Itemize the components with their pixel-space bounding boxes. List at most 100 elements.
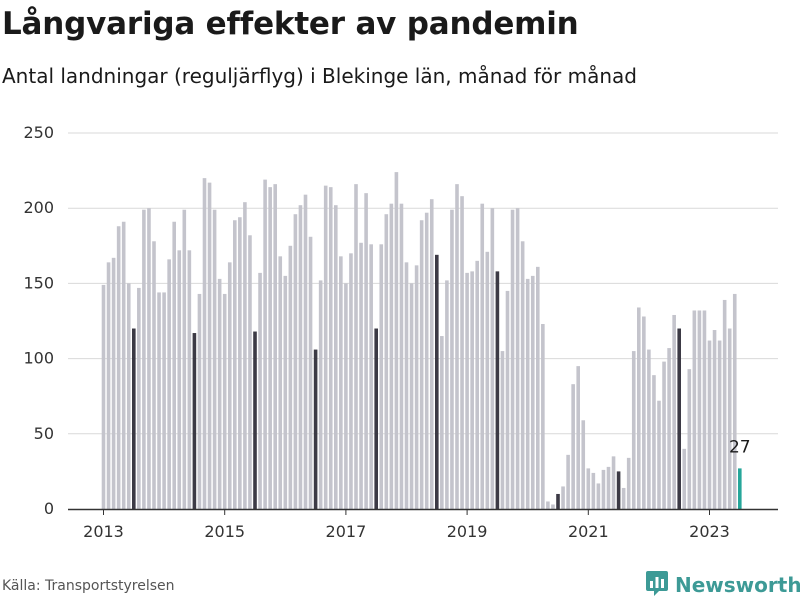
bar-2013-06 <box>126 283 131 509</box>
bar-2021-04 <box>601 469 606 509</box>
bar-2017-02 <box>349 253 353 509</box>
bar-2021-03 <box>596 483 601 509</box>
bars <box>101 172 742 510</box>
bar-2014-09 <box>202 178 207 509</box>
bar-2021-05 <box>606 466 611 509</box>
bar-2014-05 <box>182 209 187 510</box>
bar-2016-11 <box>334 205 338 509</box>
chart-title: Långvariga effekter av pandemin <box>2 6 579 42</box>
bar-2013-05 <box>121 221 126 509</box>
brand-logo[interactable]: Newsworthy <box>645 570 800 600</box>
bar-2015-01 <box>222 293 227 509</box>
bar-2022-03 <box>657 400 661 509</box>
x-tick-label: 2023 <box>689 522 730 541</box>
bar-2019-04 <box>480 203 485 510</box>
bar-2023-06 <box>732 293 737 509</box>
bar-2017-04 <box>359 242 363 510</box>
bar-2017-06 <box>369 244 373 509</box>
bar-2019-10 <box>510 209 515 510</box>
bar-2014-03 <box>172 221 176 509</box>
latest-value-label: 27 <box>729 437 751 457</box>
bar-2018-09 <box>445 280 449 509</box>
x-tick-label: 2015 <box>204 522 245 541</box>
bar-2022-06 <box>672 314 676 509</box>
bar-2019-02 <box>470 271 474 509</box>
bar-2019-03 <box>475 260 479 509</box>
bar-2022-05 <box>667 348 671 509</box>
bar-2014-08 <box>197 293 202 509</box>
bar-2016-04 <box>298 205 303 509</box>
bar-2016-10 <box>328 187 333 510</box>
y-tick-label: 150 <box>23 273 54 292</box>
bar-2023-01 <box>707 340 712 509</box>
bar-2017-12 <box>399 203 404 510</box>
bar-2020-06 <box>551 504 555 509</box>
bar-2013-11 <box>152 241 156 509</box>
bar-2016-09 <box>323 185 328 509</box>
newsworthy-logo-icon <box>645 569 669 601</box>
bar-2022-12 <box>702 310 707 509</box>
bar-2021-02 <box>591 472 596 509</box>
x-tick-label: 2013 <box>83 522 124 541</box>
bar-2019-06 <box>490 208 495 509</box>
bar-2017-10 <box>389 203 394 510</box>
bar-2020-09 <box>566 454 570 509</box>
bar-2020-07 <box>556 493 560 509</box>
y-tick-label: 250 <box>23 123 54 142</box>
bar-2018-05 <box>424 212 429 509</box>
chart-subtitle: Antal landningar (reguljärflyg) i Blekin… <box>2 64 637 88</box>
bar-2015-03 <box>233 220 237 509</box>
bar-2019-09 <box>505 290 510 509</box>
bar-2018-12 <box>460 196 464 509</box>
bar-2020-03 <box>536 266 540 509</box>
bar-2020-04 <box>541 324 545 509</box>
bar-2018-01 <box>404 262 409 509</box>
bar-2018-08 <box>440 336 444 509</box>
bar-2021-09 <box>626 457 631 509</box>
bar-2014-04 <box>177 250 182 509</box>
y-tick-label: 0 <box>44 499 54 518</box>
bar-2020-11 <box>576 366 580 509</box>
bar-2022-01 <box>647 349 651 509</box>
bar-2015-02 <box>227 262 232 509</box>
bar-2017-01 <box>344 283 348 509</box>
bar-2018-04 <box>419 220 424 509</box>
bar-2022-07 <box>677 328 681 509</box>
bar-2019-05 <box>485 251 490 510</box>
bar-2018-10 <box>450 209 454 510</box>
bar-2013-04 <box>116 226 121 510</box>
x-tick-label: 2019 <box>447 522 488 541</box>
bar-2014-02 <box>167 259 171 509</box>
bar-2016-08 <box>318 280 323 509</box>
bar-2016-07 <box>313 349 318 509</box>
bar-2020-01 <box>525 278 530 509</box>
bar-2019-07 <box>495 271 500 509</box>
bar-2018-02 <box>409 283 414 509</box>
bar-2014-01 <box>162 292 166 509</box>
bar-2021-11 <box>637 307 641 509</box>
bar-2013-01 <box>101 284 106 509</box>
bar-2020-02 <box>530 275 535 509</box>
bar-2016-01 <box>283 275 288 509</box>
annotations: 27 <box>729 437 751 457</box>
bar-2013-02 <box>106 262 111 509</box>
y-tick-label: 100 <box>23 349 54 368</box>
bar-2015-09 <box>263 179 267 509</box>
bar-2018-03 <box>414 265 419 509</box>
bar-2018-11 <box>455 184 459 510</box>
bar-2019-01 <box>465 272 469 509</box>
bar-2017-03 <box>354 184 358 510</box>
bar-2013-08 <box>137 287 141 509</box>
x-tick-label: 2021 <box>568 522 609 541</box>
bar-2017-07 <box>374 328 378 509</box>
source-note: Källa: Transportstyrelsen <box>2 578 175 594</box>
bar-2015-10 <box>268 187 272 510</box>
bar-2022-02 <box>652 375 656 509</box>
y-tick-label: 50 <box>34 424 54 443</box>
bar-2021-10 <box>631 351 636 509</box>
bar-2022-08 <box>682 448 687 509</box>
bar-2014-11 <box>212 209 217 510</box>
bar-2020-05 <box>546 501 550 509</box>
bar-2013-10 <box>147 208 151 509</box>
bar-2022-04 <box>662 361 666 509</box>
